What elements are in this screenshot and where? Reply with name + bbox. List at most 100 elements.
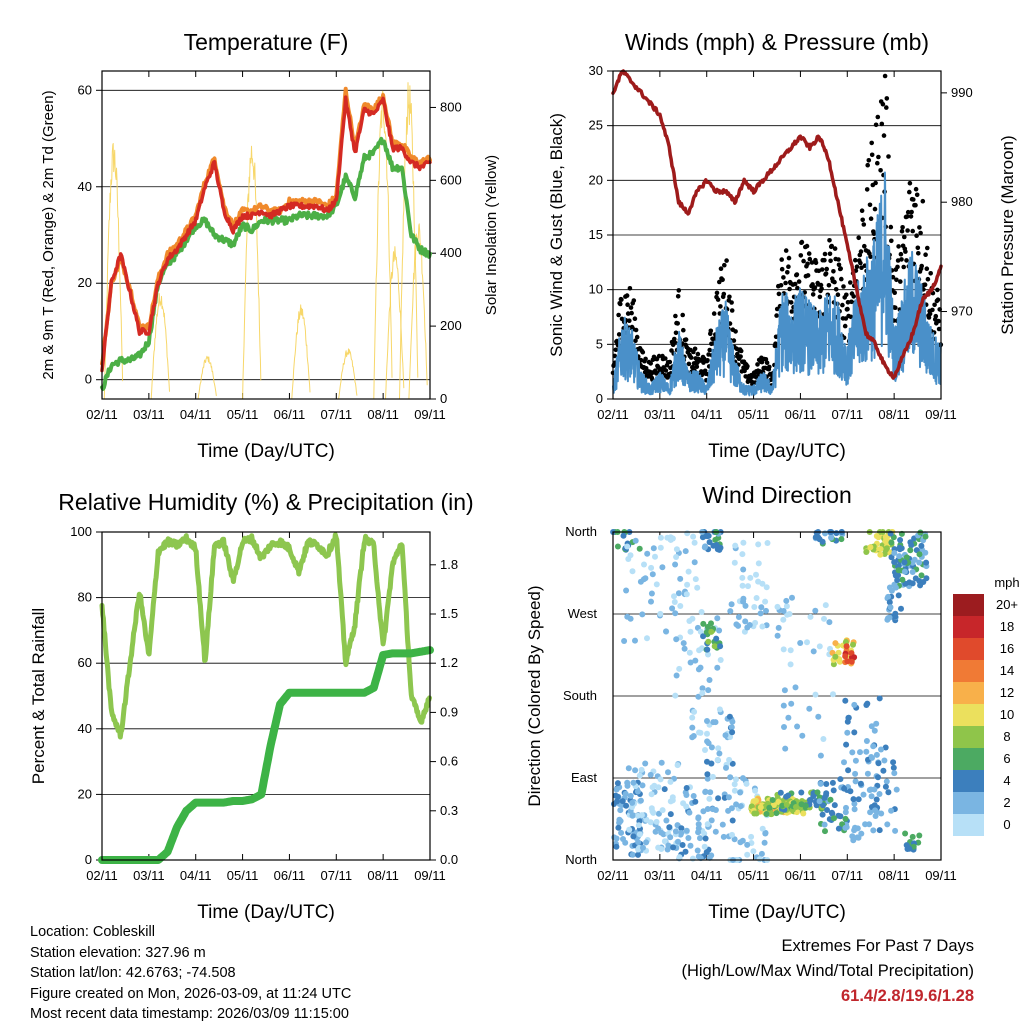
- direction-point: [689, 855, 696, 862]
- direction-point: [890, 764, 897, 771]
- direction-point: [624, 543, 631, 550]
- y-tick-label: 30: [589, 63, 603, 78]
- direction-point: [613, 835, 620, 842]
- direction-point: [783, 597, 790, 604]
- gust-point: [727, 294, 732, 300]
- direction-point: [739, 582, 746, 589]
- gust-point: [822, 251, 828, 257]
- x-axis-label: Time (Day/UTC): [708, 441, 846, 462]
- gust-point: [936, 326, 942, 332]
- direction-point: [623, 802, 630, 809]
- direction-point: [697, 729, 704, 736]
- direction-point: [881, 757, 888, 764]
- direction-point: [845, 767, 852, 774]
- direction-point: [726, 756, 733, 763]
- direction-point: [888, 807, 895, 814]
- gust-point: [932, 302, 937, 308]
- gust-point: [836, 257, 841, 262]
- rh-line: [99, 532, 432, 740]
- gust-point: [935, 297, 941, 303]
- direction-point: [844, 729, 851, 736]
- gust-point: [853, 257, 858, 263]
- direction-point: [918, 572, 925, 579]
- direction-point: [629, 851, 636, 858]
- direction-point: [727, 774, 734, 781]
- gust-point: [680, 312, 685, 318]
- direction-point: [858, 830, 865, 837]
- direction-point: [886, 584, 893, 591]
- gust-point: [878, 168, 883, 173]
- direction-point: [629, 799, 636, 806]
- colorbar-swatch: [953, 704, 984, 726]
- gust-point: [875, 160, 880, 166]
- gust-point: [826, 283, 832, 288]
- direction-point: [674, 762, 681, 769]
- direction-point: [892, 572, 899, 579]
- gust-point: [779, 266, 785, 272]
- gust-point: [627, 318, 632, 324]
- direction-point: [704, 738, 711, 745]
- gust-point: [913, 186, 919, 192]
- gust-point: [798, 253, 804, 258]
- gust-point: [779, 257, 784, 262]
- direction-point: [870, 743, 877, 750]
- gust-point: [787, 286, 792, 292]
- gust-point: [745, 363, 750, 369]
- direction-point: [687, 628, 694, 635]
- gust-point: [873, 122, 879, 128]
- direction-point: [916, 559, 923, 566]
- x-tick-label: 04/11: [180, 407, 212, 422]
- gust-point: [935, 287, 940, 293]
- direction-point: [822, 530, 828, 537]
- direction-point: [740, 539, 747, 546]
- direction-point: [855, 796, 862, 803]
- direction-point: [717, 657, 724, 663]
- gust-point: [867, 202, 873, 208]
- gust-point: [892, 290, 897, 296]
- direction-point: [747, 574, 754, 581]
- gust-point: [881, 133, 887, 138]
- gust-point: [707, 347, 712, 353]
- gust-point: [819, 286, 824, 292]
- direction-point: [683, 792, 690, 798]
- direction-point: [897, 537, 904, 543]
- gust-point: [676, 288, 682, 293]
- x-tick-label: 05/11: [227, 407, 259, 422]
- gust-point: [625, 302, 630, 308]
- direction-point: [783, 603, 790, 610]
- gust-point: [833, 287, 839, 292]
- direction-point: [673, 546, 680, 553]
- direction-point: [883, 778, 890, 785]
- x-tick-label: 05/11: [738, 407, 770, 422]
- y2-tick-label: 200: [440, 318, 462, 333]
- colorbar-title: mph: [994, 575, 1019, 590]
- direction-point: [852, 770, 859, 777]
- gust-point: [889, 238, 894, 244]
- direction-point: [870, 827, 877, 834]
- direction-point: [701, 843, 708, 850]
- gust-point: [731, 338, 737, 343]
- direction-point: [690, 733, 697, 739]
- direction-point: [712, 807, 719, 813]
- gust-point: [842, 323, 848, 329]
- colorbar-label: 10: [1000, 707, 1014, 722]
- direction-point: [917, 582, 924, 589]
- direction-point: [800, 810, 807, 817]
- direction-point: [692, 657, 699, 664]
- gust-point: [904, 214, 910, 219]
- y-tick-label: 0: [85, 852, 92, 867]
- y-tick-label: 40: [78, 179, 92, 194]
- direction-point: [737, 839, 744, 846]
- y-tick-label: South: [563, 688, 597, 703]
- direction-point: [657, 610, 664, 617]
- y-tick-label: 0: [85, 372, 92, 387]
- direction-point: [907, 547, 914, 554]
- direction-point: [622, 790, 629, 797]
- direction-point: [845, 714, 852, 721]
- direction-point: [755, 578, 762, 585]
- direction-point: [649, 808, 656, 815]
- direction-point: [614, 793, 621, 800]
- direction-point: [821, 615, 827, 622]
- gust-point: [774, 313, 779, 318]
- direction-point: [630, 833, 637, 840]
